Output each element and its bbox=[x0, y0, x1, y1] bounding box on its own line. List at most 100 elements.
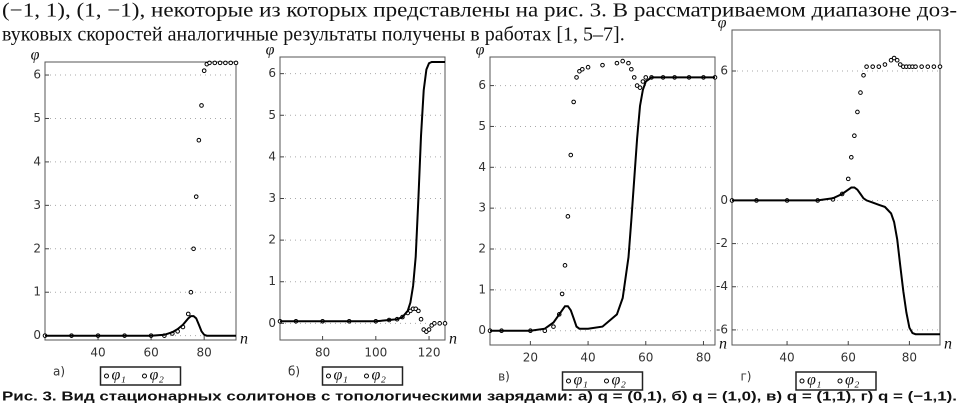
series-marker bbox=[637, 85, 643, 90]
x-tick-label: 120 bbox=[418, 346, 441, 360]
x-tick-label: 40 bbox=[90, 346, 105, 360]
legend-box bbox=[99, 366, 182, 386]
legend-label: φ₂ bbox=[845, 372, 860, 389]
series-line bbox=[45, 315, 236, 337]
series-marker bbox=[861, 73, 866, 78]
series-marker bbox=[580, 66, 585, 72]
y-tick-label: 4 bbox=[268, 149, 276, 163]
series-marker bbox=[925, 64, 931, 69]
series-marker bbox=[614, 60, 620, 66]
legend-marker bbox=[142, 373, 147, 379]
series-marker bbox=[937, 64, 943, 69]
series-marker bbox=[626, 60, 631, 66]
series-marker bbox=[882, 62, 888, 67]
legend-marker bbox=[837, 378, 843, 384]
paragraph-line: вуковых скоростей аналогичные результаты… bbox=[2, 24, 625, 46]
series-line bbox=[732, 186, 940, 336]
plot-frame bbox=[489, 56, 716, 346]
series-marker bbox=[620, 58, 625, 64]
series-marker bbox=[919, 64, 924, 69]
series-marker bbox=[845, 176, 851, 182]
legend-box bbox=[795, 371, 877, 391]
series-marker bbox=[228, 60, 233, 66]
series-marker bbox=[858, 90, 863, 95]
y-tick-label: -2 bbox=[716, 236, 728, 250]
y-tick-label: 2 bbox=[33, 241, 41, 255]
series-marker bbox=[876, 64, 882, 69]
x-tick-label: 80 bbox=[696, 351, 711, 365]
series-marker bbox=[864, 64, 869, 69]
series-marker bbox=[600, 62, 605, 68]
y-tick-label: 1 bbox=[478, 282, 486, 296]
y-tick-label: 0 bbox=[720, 193, 728, 207]
panel-label: в) bbox=[498, 370, 510, 384]
y-tick-label: 5 bbox=[268, 108, 276, 122]
series-line bbox=[280, 61, 445, 323]
panel-label: б) bbox=[288, 365, 300, 379]
x-tick-label: 40 bbox=[779, 351, 794, 365]
y-tick-label: 4 bbox=[478, 160, 486, 174]
y-tick-label: 1 bbox=[268, 274, 276, 288]
legend-marker bbox=[104, 373, 109, 379]
series-marker bbox=[551, 324, 556, 329]
y-tick-label: 3 bbox=[478, 201, 486, 215]
series-marker bbox=[559, 291, 565, 297]
x-tick-label: 20 bbox=[523, 351, 538, 365]
y-tick-label: 6 bbox=[33, 68, 41, 82]
y-tick-label: 1 bbox=[33, 285, 41, 299]
y-tick-label: 6 bbox=[478, 78, 486, 92]
y-axis-label: φ bbox=[31, 47, 40, 64]
y-tick-label: 0 bbox=[268, 316, 276, 330]
y-tick-label: -4 bbox=[716, 279, 728, 293]
series-marker bbox=[562, 263, 568, 268]
legend-label: φ₁ bbox=[574, 372, 588, 389]
series-marker bbox=[212, 60, 218, 66]
y-tick-label: 3 bbox=[33, 198, 41, 212]
x-tick-label: 80 bbox=[315, 346, 330, 360]
y-axis-label: φ bbox=[476, 42, 485, 59]
legend-marker bbox=[566, 378, 571, 384]
series-marker bbox=[897, 62, 903, 67]
legend-label: φ₁ bbox=[112, 367, 126, 384]
y-tick-label: 0 bbox=[33, 328, 41, 342]
y-tick-label: 5 bbox=[478, 119, 486, 133]
x-axis-label: n bbox=[944, 336, 952, 353]
legend-marker bbox=[799, 378, 805, 384]
legend-marker bbox=[364, 373, 369, 379]
legend-marker bbox=[326, 373, 331, 379]
series-marker bbox=[217, 60, 223, 66]
y-tick-label: 2 bbox=[478, 242, 486, 256]
series-marker bbox=[426, 327, 432, 332]
x-tick-label: 60 bbox=[638, 351, 653, 365]
plot-frame bbox=[731, 29, 941, 346]
series-marker bbox=[571, 99, 576, 105]
series-marker bbox=[233, 60, 239, 66]
series-marker bbox=[199, 103, 204, 108]
x-axis-label: n bbox=[449, 331, 457, 348]
series-marker bbox=[629, 66, 634, 72]
series-marker bbox=[870, 64, 876, 69]
legend-marker bbox=[604, 378, 609, 384]
series-marker bbox=[565, 214, 571, 219]
y-axis-label: φ bbox=[718, 15, 727, 32]
y-tick-label: 4 bbox=[33, 154, 41, 168]
series-marker bbox=[201, 68, 207, 73]
legend-box bbox=[561, 371, 644, 391]
figure-caption: Рис. 3. Вид стационарных солитонов с топ… bbox=[2, 388, 957, 403]
y-tick-label: 2 bbox=[268, 233, 276, 247]
series-marker bbox=[931, 64, 937, 69]
series-marker bbox=[631, 75, 637, 80]
series-marker bbox=[852, 133, 857, 139]
series-marker bbox=[196, 137, 202, 143]
series-marker bbox=[855, 109, 860, 115]
series-marker bbox=[574, 75, 579, 80]
legend-label: φ₂ bbox=[612, 372, 627, 389]
paragraph-line: (−1, 1), (1, −1), некоторые из которых п… bbox=[2, 0, 957, 22]
series-marker bbox=[193, 194, 199, 199]
y-tick-label: 0 bbox=[478, 323, 486, 337]
x-tick-label: 100 bbox=[364, 346, 387, 360]
legend-label: φ₁ bbox=[807, 372, 821, 389]
series-marker bbox=[223, 60, 228, 66]
y-tick-label: 6 bbox=[268, 66, 276, 80]
legend-box bbox=[321, 366, 404, 386]
